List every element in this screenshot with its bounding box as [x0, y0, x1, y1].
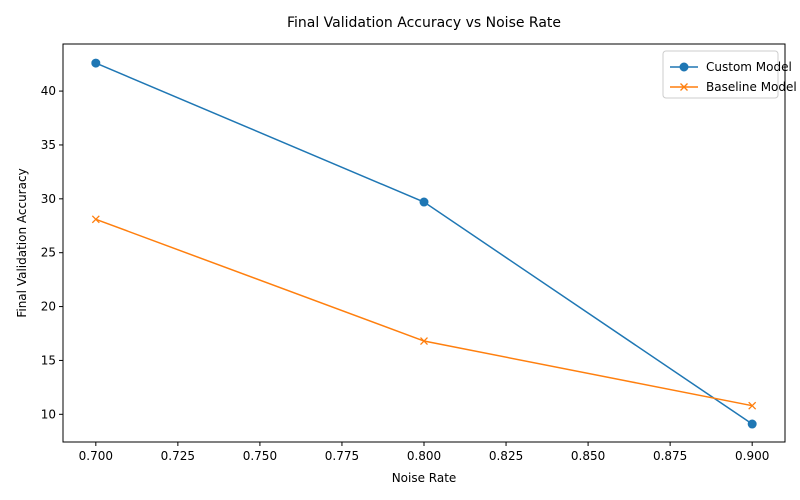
y-tick-label: 15 [41, 353, 56, 367]
legend: Custom Model Baseline Model [662, 50, 797, 99]
y-axis-label: Final Validation Accuracy [15, 168, 29, 317]
x-tick-label: 0.900 [735, 449, 769, 463]
x-tick-label: 0.825 [489, 449, 523, 463]
legend-marker-1 [680, 83, 688, 91]
series-layer [91, 58, 757, 429]
plot-area [62, 43, 786, 443]
y-tick-label: 35 [41, 138, 56, 152]
y-tick-label: 10 [41, 407, 56, 421]
x-tick-label: 0.875 [653, 449, 687, 463]
y-tick-label: 40 [41, 84, 56, 98]
chart-title: Final Validation Accuracy vs Noise Rate [287, 15, 561, 31]
y-axis-ticks: 10 15 20 25 30 35 40 [41, 84, 63, 421]
data-point-0-2 [747, 419, 757, 429]
y-tick-label: 30 [41, 192, 56, 206]
x-tick-label: 0.850 [571, 449, 605, 463]
legend-label-1: Baseline Model [706, 80, 797, 94]
x-tick-label: 0.700 [79, 449, 113, 463]
legend-label-0: Custom Model [706, 60, 792, 74]
data-point-0-0 [91, 58, 101, 68]
legend-marker-0 [679, 62, 689, 72]
x-tick-label: 0.750 [243, 449, 277, 463]
x-axis-ticks: 0.700 0.725 0.750 0.775 0.800 0.825 0.850 0.875… [79, 442, 769, 463]
data-point-1-0 [91, 215, 100, 224]
y-tick-label: 25 [41, 246, 56, 260]
x-axis-label: Noise Rate [392, 471, 457, 485]
x-tick-label: 0.775 [325, 449, 359, 463]
x-tick-label: 0.800 [407, 449, 441, 463]
y-tick-label: 20 [41, 300, 56, 314]
data-point-1-1 [420, 337, 428, 346]
x-tick-label: 0.725 [161, 449, 195, 463]
data-point-1-2 [748, 401, 757, 410]
data-point-0-1 [419, 197, 429, 207]
